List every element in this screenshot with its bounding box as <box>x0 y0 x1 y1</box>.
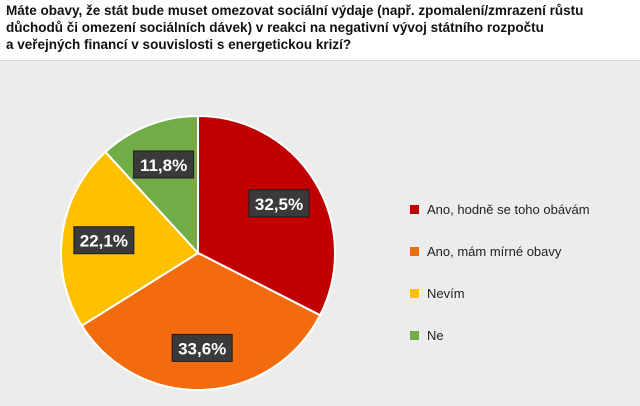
data-label: 11,8% <box>133 150 195 179</box>
legend-item: Ano, hodně se toho obávám <box>410 188 590 230</box>
legend-label: Nevím <box>427 285 465 301</box>
legend-swatch <box>410 288 419 298</box>
data-label-box <box>133 150 195 179</box>
pie-slice <box>80 251 322 391</box>
data-label: 22,1% <box>73 226 135 255</box>
data-label-box <box>171 333 233 362</box>
chart-title: Máte obavy, že stát bude muset omezovat … <box>6 2 626 53</box>
data-label-box <box>248 189 310 218</box>
legend-label: Ano, mám mírné obavy <box>427 243 562 259</box>
chart-title-line: důchodů či omezení sociálních dávek) v r… <box>6 20 544 35</box>
legend-label: Ne <box>427 327 444 343</box>
legend-swatch <box>410 246 419 256</box>
chart-title-line: a veřejných financí v souvislosti s ener… <box>6 37 352 52</box>
data-label: 32,5% <box>248 189 310 218</box>
data-label-text: 32,5% <box>255 195 303 214</box>
legend-item: Ne <box>410 314 590 356</box>
legend-item: Nevím <box>410 272 590 314</box>
legend-label: Ano, hodně se toho obávám <box>427 201 590 217</box>
data-label-text: 22,1% <box>80 232 128 251</box>
pie-slice <box>104 114 199 256</box>
legend-swatch <box>410 330 419 340</box>
data-label: 33,6% <box>171 333 233 362</box>
chart-title-line: Máte obavy, že stát bude muset omezovat … <box>6 3 584 18</box>
data-label-text: 33,6% <box>178 339 226 358</box>
data-label-text: 11,8% <box>140 156 187 175</box>
pie-chart: 32,5% 33,6% 22,1% 11,8% <box>60 114 336 391</box>
legend: Ano, hodně se toho obávám Ano, mám mírné… <box>410 188 590 356</box>
legend-swatch <box>410 204 419 214</box>
data-label-box <box>73 226 135 255</box>
legend-item: Ano, mám mírné obavy <box>410 230 590 272</box>
